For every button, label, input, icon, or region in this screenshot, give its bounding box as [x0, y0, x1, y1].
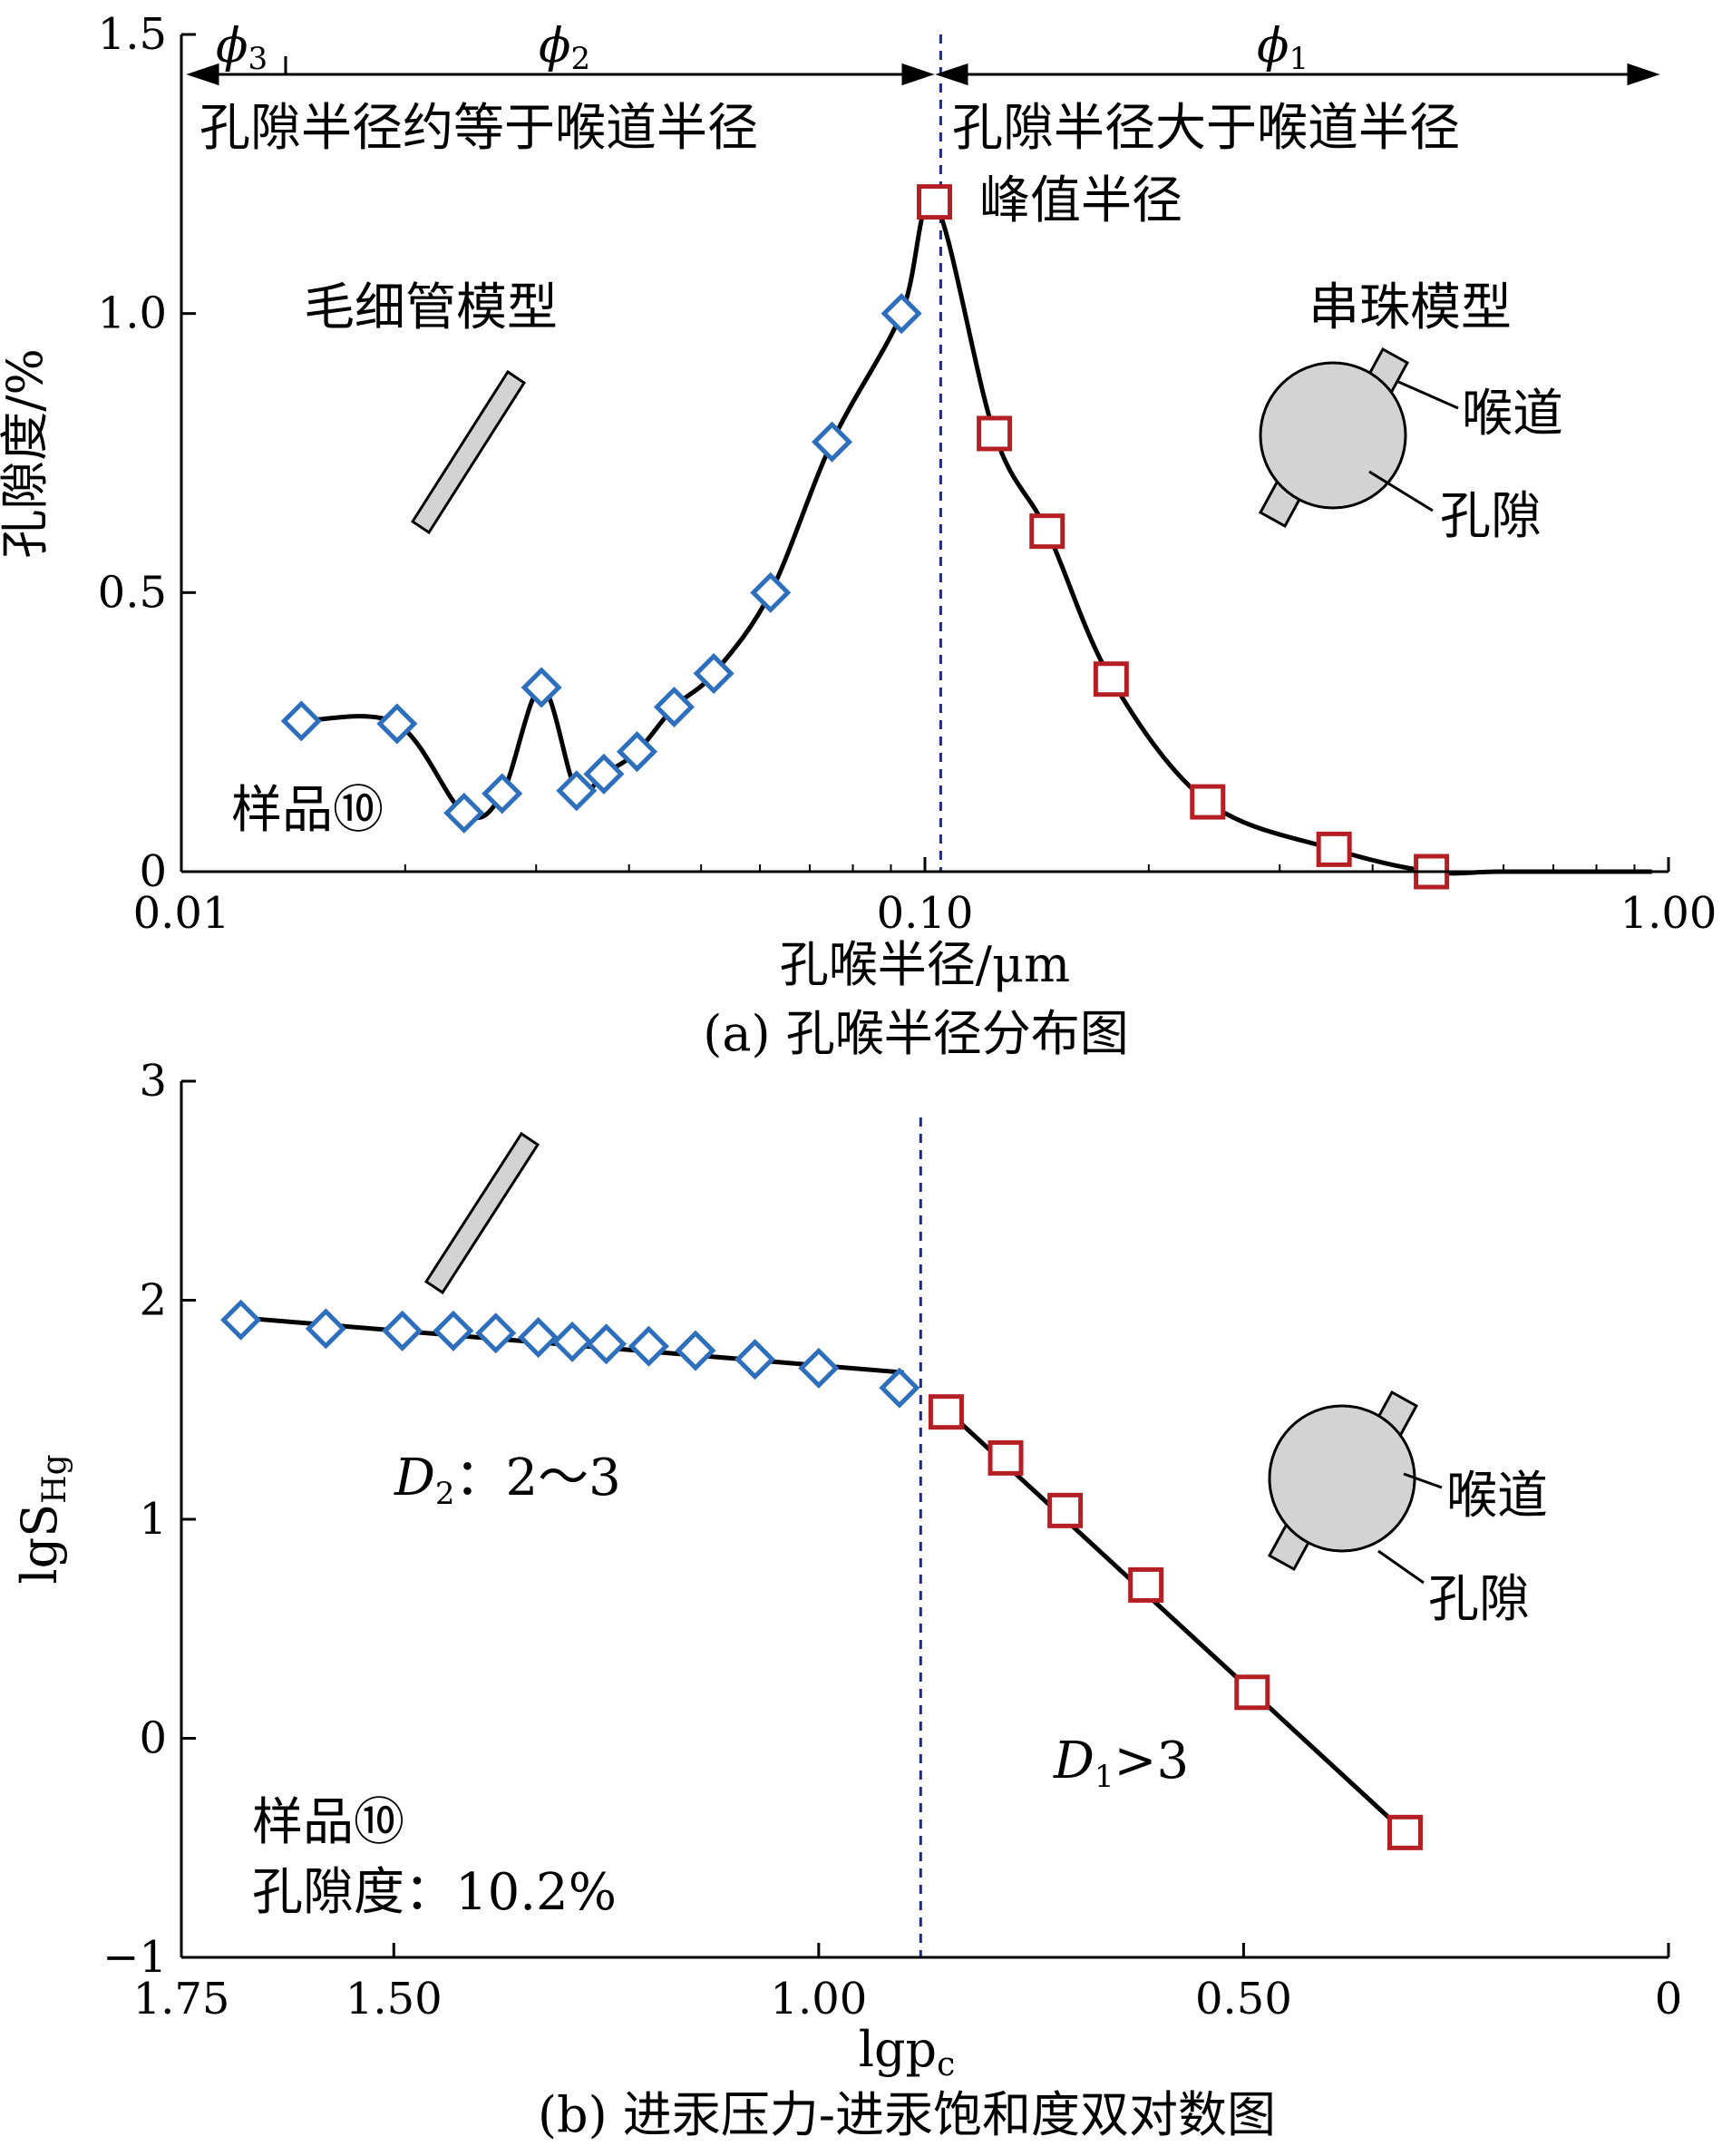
- b-diamond-point: [305, 1308, 346, 1350]
- b-caption: (b) 进汞压力-进汞饱和度双对数图: [538, 2086, 1276, 2143]
- b-x-tick-label: 1.00: [770, 1974, 867, 2024]
- b-diamond-point: [433, 1310, 474, 1351]
- a-y-tick-label: 1.5: [98, 9, 167, 60]
- b-x-tick-label: 1.75: [133, 1974, 230, 2024]
- a-square-point: [1190, 784, 1226, 820]
- a-square-point: [1093, 661, 1129, 698]
- capillary-model-icon: [410, 369, 527, 535]
- b-diamond-point: [518, 1317, 559, 1359]
- phi3-label: ϕ3: [216, 19, 268, 77]
- b-y-tick-label: 0: [139, 1713, 167, 1764]
- sample-label-a: 样品⑩: [231, 781, 384, 840]
- b-y-axis-title: lgSHg: [11, 1454, 73, 1584]
- a-square-point: [977, 415, 1013, 452]
- b-diamond-point: [220, 1299, 262, 1341]
- b-y-tick-label: 3: [139, 1056, 167, 1107]
- bead-model-label: 串珠模型: [1309, 278, 1512, 337]
- b-square-point: [1128, 1566, 1164, 1603]
- pore-throat-distribution-curve: [301, 197, 1652, 876]
- b-diamond-point: [798, 1347, 840, 1389]
- a-diamond-point: [653, 686, 695, 728]
- b-diamond-point: [879, 1367, 920, 1409]
- b-diamond-point: [675, 1330, 716, 1371]
- b-diamond-point: [735, 1339, 776, 1380]
- peak-radius-label: 峰值半径: [979, 171, 1182, 230]
- b-diamond-point: [551, 1321, 593, 1362]
- a-x-axis-title: 孔喉半径/μm: [780, 936, 1071, 993]
- b-square-point: [987, 1439, 1024, 1476]
- b-square-point: [1234, 1674, 1270, 1711]
- a-caption: (a) 孔喉半径分布图: [703, 1005, 1129, 1062]
- capillary-model-label: 毛细管模型: [304, 278, 558, 337]
- a-diamond-point: [616, 731, 658, 773]
- b-diamond-point: [382, 1310, 423, 1351]
- b-square-point: [1047, 1492, 1084, 1528]
- a-square-point: [917, 184, 953, 220]
- b-square-point: [1386, 1814, 1423, 1850]
- a-diamond-point: [520, 667, 562, 708]
- b-square-point: [928, 1394, 964, 1430]
- sample-label-b: 样品⑩: [252, 1793, 404, 1852]
- a-diamond-point: [880, 293, 922, 335]
- throat-label-b: 喉道: [1446, 1467, 1548, 1526]
- a-y-tick-label: 0: [139, 846, 167, 897]
- capillary-model-icon-b: [423, 1131, 540, 1295]
- a-diamond-point: [482, 773, 523, 815]
- region-right-label: 孔隙半径大于喉道半径: [952, 99, 1460, 158]
- b-y-tick-label: 2: [139, 1275, 167, 1326]
- pore-leader-b: [1377, 1549, 1425, 1585]
- b-y-tick-label: 1: [139, 1494, 167, 1545]
- a-y-tick-label: 1.0: [98, 288, 167, 339]
- a-y-axis-title: 孔隙度/%: [0, 348, 54, 559]
- b-x-tick-label: 1.50: [345, 1974, 443, 2024]
- b-x-axis-title: lgpc: [859, 2021, 956, 2083]
- a-y-tick-label: 0.5: [98, 567, 167, 618]
- b-x-tick-label: 0: [1655, 1974, 1683, 2024]
- panel-a-chart: 0.01 0.10 1.00 0 0.5 1.0 1.5 ϕ3 ϕ2 ϕ1 孔隙半径约等于喉…: [0, 9, 1717, 1062]
- a-x-tick-label: 1.00: [1620, 888, 1717, 939]
- phi1-label: ϕ1: [1257, 19, 1309, 77]
- throat-leader-b: [1403, 1472, 1443, 1489]
- throat-label-a: 喉道: [1462, 385, 1563, 444]
- pore-label-a: 孔隙: [1440, 487, 1542, 546]
- pore-leader-a: [1368, 470, 1434, 512]
- b-diamond-point: [475, 1312, 517, 1354]
- b-diamond-point: [628, 1325, 669, 1367]
- a-diamond-point: [280, 700, 322, 742]
- a-diamond-point: [556, 770, 598, 812]
- a-diamond-point: [693, 653, 735, 695]
- bead-model-icon-b: [1267, 1390, 1419, 1572]
- a-square-point: [1316, 831, 1352, 867]
- b-x-tick-label: 0.50: [1195, 1974, 1292, 2024]
- a-diamond-point: [812, 421, 853, 463]
- phi-arrows: [186, 56, 1660, 86]
- a-square-point: [1029, 513, 1065, 550]
- a-diamond-point: [376, 703, 418, 745]
- b-diamond-point: [586, 1323, 628, 1365]
- a-diamond-point: [443, 792, 485, 834]
- a-x-tick-label: 0.10: [877, 888, 974, 939]
- b-fit-line: [944, 1408, 1407, 1835]
- bead-model-icon: [1258, 346, 1410, 529]
- pore-label-b: 孔隙: [1428, 1570, 1530, 1629]
- region-left-label: 孔隙半径约等于喉道半径: [199, 99, 758, 158]
- b-y-tick-label: −1: [102, 1932, 167, 1983]
- a-diamond-point: [750, 571, 792, 613]
- a-diamond-point: [583, 753, 625, 795]
- porosity-label-b: 孔隙度：10.2%: [252, 1863, 617, 1922]
- d2-label: D2：2～3: [394, 1449, 621, 1512]
- panel-b-chart: 1.75 1.50 1.00 0.50 0 −1 0 1 2 3 喉道 孔隙 D2：2～3 D1>…: [11, 1056, 1682, 2143]
- d1-label: D1>3: [1053, 1732, 1189, 1795]
- throat-leader-a: [1396, 379, 1459, 410]
- a-x-tick-label: 0.01: [133, 888, 230, 939]
- phi2-label: ϕ2: [539, 19, 590, 77]
